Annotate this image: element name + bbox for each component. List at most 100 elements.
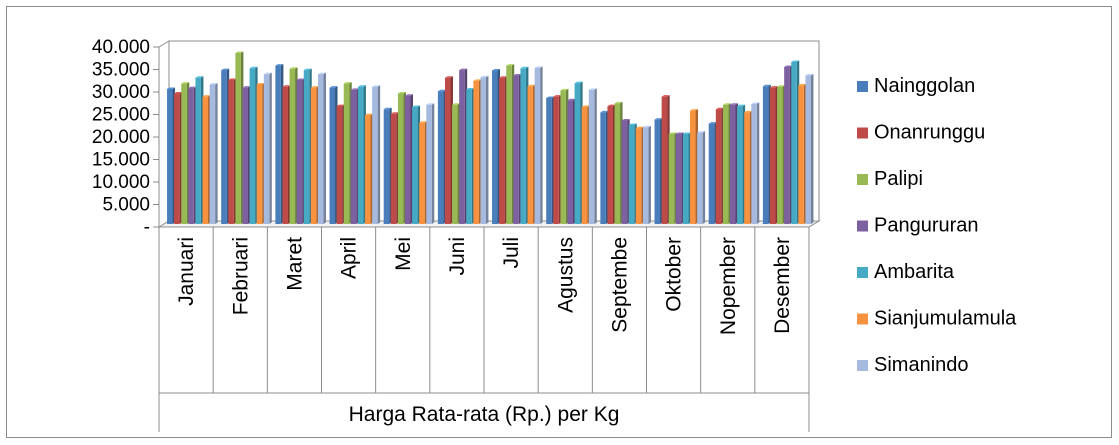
bar-front: [249, 68, 256, 224]
x-tick-label: Nopember: [717, 237, 740, 335]
bar-front: [256, 84, 263, 224]
bar-front: [181, 83, 187, 224]
bar-top: [303, 68, 312, 71]
bar-front: [642, 127, 649, 224]
legend-label: Palipi: [874, 168, 923, 190]
bar-top: [209, 83, 218, 85]
bar-front: [805, 75, 811, 224]
bar-front: [289, 68, 296, 224]
x-tick-label: Mei: [392, 237, 415, 271]
bar: [221, 68, 230, 224]
bar-front: [506, 65, 512, 224]
bar-side: [377, 85, 381, 224]
bar: [397, 92, 406, 224]
bar-front: [202, 96, 209, 224]
bar: [310, 86, 319, 225]
bar: [249, 66, 258, 224]
bar: [296, 78, 305, 224]
legend: Nainggolan Onanrunggu Palipi Pangururan Amba…: [857, 75, 1017, 376]
legend-swatch: [857, 174, 868, 185]
bar: [642, 125, 651, 224]
bar: [708, 122, 717, 224]
bar: [527, 84, 536, 224]
bar: [480, 75, 489, 224]
bar: [228, 78, 237, 224]
bar: [762, 84, 771, 224]
y-tick-label: 20.000: [92, 127, 150, 148]
bar-front: [372, 86, 378, 224]
bar: [499, 76, 508, 224]
bar-top: [372, 85, 381, 87]
bar-front: [682, 134, 689, 224]
bar-front: [654, 119, 661, 224]
bar: [654, 118, 663, 224]
legend-swatch: [857, 360, 868, 371]
bar-top: [668, 132, 677, 134]
bar-front: [167, 89, 173, 224]
bar: [534, 66, 543, 224]
bar-top: [188, 86, 197, 89]
bar: [614, 101, 623, 224]
bar-front: [697, 132, 703, 224]
y-tick-label: 15.000: [92, 150, 150, 171]
bar-top: [697, 131, 706, 133]
bar-front: [383, 109, 390, 224]
bar-front: [405, 95, 411, 224]
bar-front: [209, 84, 216, 224]
bar-front: [798, 85, 804, 225]
bar: [350, 88, 359, 225]
bar-front: [174, 93, 180, 224]
bar-top: [675, 132, 684, 134]
bar-top: [317, 72, 326, 75]
legend-item: Sianjumulamula: [857, 308, 1017, 330]
bar: [195, 76, 204, 224]
bar-top: [621, 119, 630, 121]
bar-top: [343, 82, 352, 84]
y-tick-label: 30.000: [92, 82, 150, 103]
bar-top: [480, 75, 489, 78]
bar-top: [419, 121, 428, 123]
bar-top: [654, 118, 663, 120]
bar-front: [690, 110, 696, 224]
bar-front: [534, 67, 541, 224]
bar: [805, 74, 814, 224]
bar: [730, 103, 738, 224]
x-tick-label: Juni: [446, 237, 469, 276]
bar-front: [737, 106, 743, 224]
bar: [791, 60, 800, 224]
bar-front: [777, 86, 783, 224]
bar-front: [390, 113, 397, 224]
bar: [607, 104, 616, 224]
bar-top: [310, 86, 319, 88]
bar-front: [567, 100, 573, 224]
bar-front: [195, 77, 201, 224]
legend-item: Palipi: [857, 168, 923, 190]
legend-swatch: [857, 127, 868, 139]
bar-top: [397, 92, 406, 94]
legend-swatch: [857, 220, 868, 232]
bar-top: [791, 60, 800, 62]
legend-item: Onanrunggu: [857, 122, 985, 144]
bar-front: [708, 123, 715, 224]
x-tick-label: Septembe: [608, 237, 631, 333]
bar: [628, 123, 637, 224]
y-tick-label: 40.000: [92, 37, 150, 58]
bar-top: [412, 105, 421, 107]
bar: [303, 68, 312, 224]
bar-top: [744, 110, 753, 113]
bar: [357, 85, 366, 224]
bar: [715, 107, 724, 224]
bar: [437, 89, 446, 224]
bar-front: [228, 80, 234, 224]
bar: [682, 132, 691, 224]
bar: [588, 88, 597, 225]
bar-top: [181, 82, 190, 84]
bar-front: [263, 74, 270, 225]
bar-top: [492, 69, 501, 71]
bar: [600, 110, 609, 224]
bar-top: [661, 95, 670, 97]
bar-front: [499, 77, 505, 224]
bar-top: [235, 51, 244, 53]
bar: [553, 95, 562, 225]
bar: [668, 132, 677, 224]
